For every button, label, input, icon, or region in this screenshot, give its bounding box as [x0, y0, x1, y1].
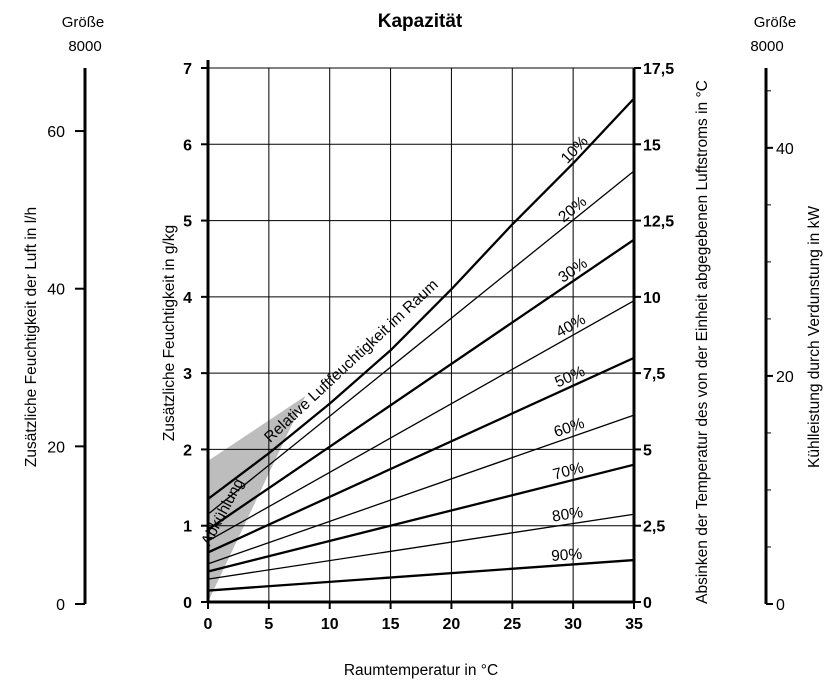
series-line-80 — [207, 513, 635, 580]
right-scale-header: Größe — [754, 14, 797, 31]
right-scale-tick-label: 40 — [776, 141, 794, 158]
y-right-tick-label: 0 — [643, 595, 652, 612]
series-line-70 — [207, 463, 635, 573]
y-right-tick-label: 5 — [643, 442, 652, 459]
y-right-tick-label: 7,5 — [643, 366, 665, 383]
series-label-80: 80% — [551, 504, 584, 526]
series-line-20 — [207, 170, 635, 515]
left-side-scale: 0 20 40 60 — [47, 68, 87, 614]
series-line-30 — [207, 238, 635, 531]
y-left-tick-label: 7 — [183, 61, 192, 78]
left-scale-tick-label: 20 — [47, 439, 65, 456]
x-tick-label: 30 — [564, 616, 582, 633]
x-tick-label: 35 — [625, 616, 643, 633]
left-scale-tick-label: 60 — [47, 124, 65, 141]
x-tick-label: 5 — [264, 616, 273, 633]
y-left-tick-label: 2 — [183, 442, 192, 459]
right-scale-model: 8000 — [750, 38, 783, 55]
x-tick-label: 25 — [503, 616, 521, 633]
right-side-scale: 0 20 40 — [764, 68, 794, 614]
y-right-tick-label: 2,5 — [643, 519, 665, 536]
y-left-tick-label: 0 — [183, 595, 192, 612]
x-axis-label: Raumtemperatur in °C — [344, 662, 498, 679]
left-scale-tick-label: 40 — [47, 282, 65, 299]
y-right-tick-label: 10 — [643, 290, 661, 307]
series-line-40 — [207, 300, 635, 542]
left-scale-header: Größe — [62, 14, 105, 31]
y-right-tick-label: 15 — [643, 137, 661, 154]
y-axis-right-label: Absinken der Temperatur des von der Einh… — [694, 80, 711, 604]
left-scale-model: 8000 — [68, 38, 101, 55]
cooling-region — [208, 396, 306, 602]
series-label-70: 70% — [551, 459, 585, 483]
right-scale-tick-label: 0 — [776, 597, 785, 614]
y-right-tick-label: 17,5 — [643, 61, 674, 78]
y-left-tick-label: 3 — [183, 366, 192, 383]
y-left-tick-label: 5 — [183, 214, 192, 231]
plot-area: 10%20%30%40%50%60%70%80%90%Relative Luft… — [183, 60, 674, 633]
x-tick-label: 0 — [204, 616, 213, 633]
left-scale-label: Zusätzliche Feuchtigkeit der Luft in l/h — [23, 207, 40, 467]
chart-title: Kapazität — [378, 11, 463, 32]
y-left-tick-label: 6 — [183, 137, 192, 154]
series-line-10 — [207, 97, 635, 500]
series-line-60 — [207, 414, 635, 565]
x-tick-label: 20 — [443, 616, 461, 633]
series-label-90: 90% — [551, 546, 583, 565]
x-tick-label: 15 — [382, 616, 400, 633]
x-tick-label: 10 — [321, 616, 339, 633]
y-axis-left-label: Zusätzliche Feuchtigkeit in g/kg — [161, 225, 178, 441]
right-scale-label: Kühlleistung durch Verdunstung in kW — [806, 206, 823, 468]
right-scale-tick-label: 20 — [776, 369, 794, 386]
y-right-tick-label: 12,5 — [643, 214, 674, 231]
humidity-annotation: Relative Luftfeuchtigkeit im Raum — [261, 276, 441, 446]
series-line-50 — [207, 356, 635, 554]
left-scale-tick-label: 0 — [56, 597, 65, 614]
series-line-90 — [207, 558, 635, 592]
y-left-tick-label: 1 — [183, 519, 192, 536]
y-left-tick-label: 4 — [183, 290, 192, 307]
